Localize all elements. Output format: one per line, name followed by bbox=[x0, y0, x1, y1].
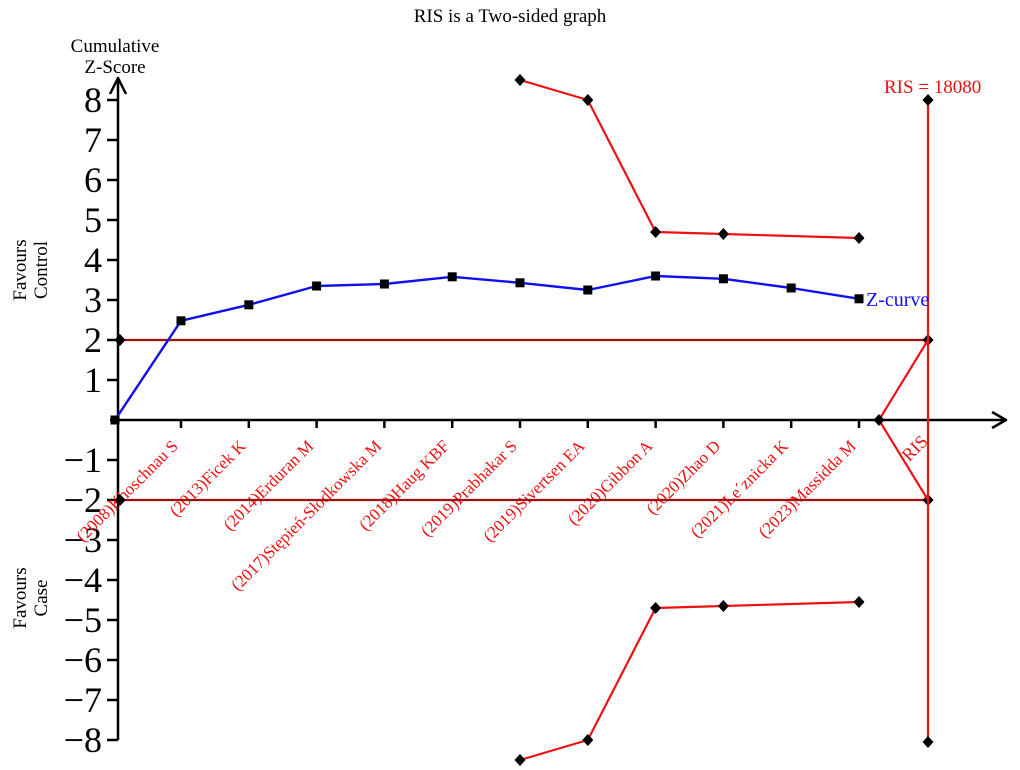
ris-bottom-marker bbox=[922, 736, 934, 748]
x-axis-arrow bbox=[991, 410, 1008, 430]
monitoring-boundary-marker bbox=[717, 228, 729, 240]
upper-monitoring-boundary bbox=[519, 78, 860, 240]
y-tick-label: −4 bbox=[64, 560, 102, 600]
y-tick-label: 6 bbox=[84, 160, 102, 200]
y-tick-label: 2 bbox=[84, 320, 102, 360]
ris-wedge-lower bbox=[878, 419, 929, 501]
ris-top-marker bbox=[922, 94, 934, 106]
z-curve-marker bbox=[312, 281, 322, 291]
z-curve-marker bbox=[583, 285, 593, 295]
conventional-boundary-end-marker bbox=[114, 334, 126, 346]
y-tick-label: −3 bbox=[64, 520, 102, 560]
z-curve-line bbox=[114, 274, 860, 421]
z-curve-marker bbox=[786, 283, 796, 293]
y-axis-title-line1: Cumulative bbox=[70, 36, 160, 57]
y-tick-label: 7 bbox=[84, 120, 102, 160]
z-curve-marker bbox=[651, 271, 661, 281]
y-tick-label: 4 bbox=[84, 240, 102, 280]
y-tick-label: −1 bbox=[64, 440, 102, 480]
y-tick-label: −5 bbox=[64, 600, 102, 640]
favours-case-label: Favours Case bbox=[10, 567, 52, 629]
conventional-boundary-end-marker bbox=[114, 494, 126, 506]
z-curve-legend-label: Z-curve bbox=[866, 289, 930, 311]
y-tick-label: 1 bbox=[84, 360, 102, 400]
monitoring-boundary-marker bbox=[650, 602, 662, 614]
y-axis-title: Cumulative Z-Score bbox=[62, 36, 168, 78]
monitoring-boundary-marker bbox=[582, 94, 594, 106]
monitoring-boundary-marker bbox=[650, 226, 662, 238]
z-curve-marker bbox=[854, 294, 864, 304]
y-tick-label: 5 bbox=[84, 200, 102, 240]
ris-wedge-upper bbox=[878, 339, 929, 421]
monitoring-boundary-marker bbox=[514, 74, 526, 86]
y-axis-arrow bbox=[108, 76, 128, 95]
monitoring-boundary-marker bbox=[514, 754, 526, 766]
z-curve-marker bbox=[244, 300, 254, 310]
favours-control-label: Favours Control bbox=[10, 239, 52, 301]
ris-value-label: RIS = 18080 bbox=[884, 77, 982, 98]
ris-wedge-apex-marker bbox=[873, 414, 885, 426]
chart-title: RIS is a Two-sided graph bbox=[413, 6, 607, 27]
y-tick-label: 3 bbox=[84, 280, 102, 320]
z-curve-marker bbox=[447, 272, 457, 282]
z-curve-marker bbox=[515, 278, 525, 288]
y-tick-label: −7 bbox=[64, 680, 102, 720]
z-curve-marker bbox=[110, 415, 120, 425]
y-tick-label: −2 bbox=[64, 480, 102, 520]
y-axis-title-line2: Z-Score bbox=[84, 57, 146, 78]
lower-monitoring-boundary bbox=[519, 600, 860, 762]
y-tick-label: −8 bbox=[64, 720, 102, 760]
monitoring-boundary-marker bbox=[717, 600, 729, 612]
z-curve-marker bbox=[379, 279, 389, 289]
y-tick-label: −6 bbox=[64, 640, 102, 680]
monitoring-boundary-marker bbox=[582, 734, 594, 746]
monitoring-boundary-marker bbox=[853, 596, 865, 608]
monitoring-boundary-marker bbox=[853, 232, 865, 244]
z-curve-marker bbox=[176, 316, 186, 326]
y-tick-label: 8 bbox=[84, 80, 102, 120]
z-curve-marker bbox=[718, 274, 728, 284]
